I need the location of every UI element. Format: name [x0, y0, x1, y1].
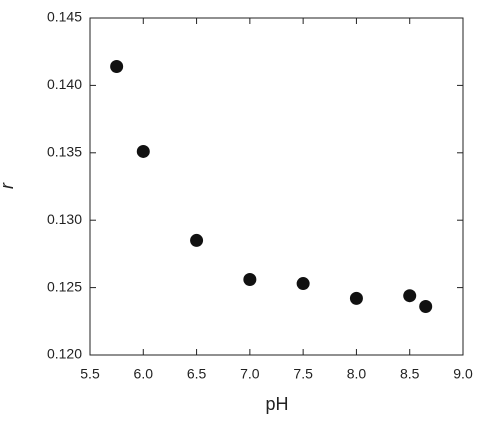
data-point [349, 291, 363, 305]
data-point [403, 289, 417, 303]
data-point [110, 60, 124, 74]
data-point [136, 144, 150, 158]
x-tick-label: 9.0 [453, 366, 473, 382]
x-axis-label: pH [265, 394, 288, 414]
data-point [243, 273, 257, 287]
data-point [419, 299, 433, 313]
y-tick-label: 0.125 [47, 278, 82, 294]
y-tick-label: 0.135 [47, 144, 82, 160]
x-tick-label: 7.0 [240, 366, 260, 382]
y-tick-label: 0.130 [47, 211, 82, 227]
plot-frame [89, 17, 464, 356]
x-tick-label: 5.5 [80, 366, 100, 382]
y-tick-label: 0.120 [47, 346, 82, 362]
data-point [296, 277, 310, 291]
data-point [190, 233, 204, 247]
x-tick-label: 8.5 [400, 366, 420, 382]
x-tick-label: 6.5 [187, 366, 207, 382]
y-tick-label: 0.140 [47, 76, 82, 92]
y-axis-label: r [0, 182, 17, 189]
x-tick-label: 6.0 [134, 366, 154, 382]
y-tick-label: 0.145 [47, 9, 82, 25]
x-tick-label: 7.5 [293, 366, 313, 382]
x-tick-label: 8.0 [347, 366, 367, 382]
